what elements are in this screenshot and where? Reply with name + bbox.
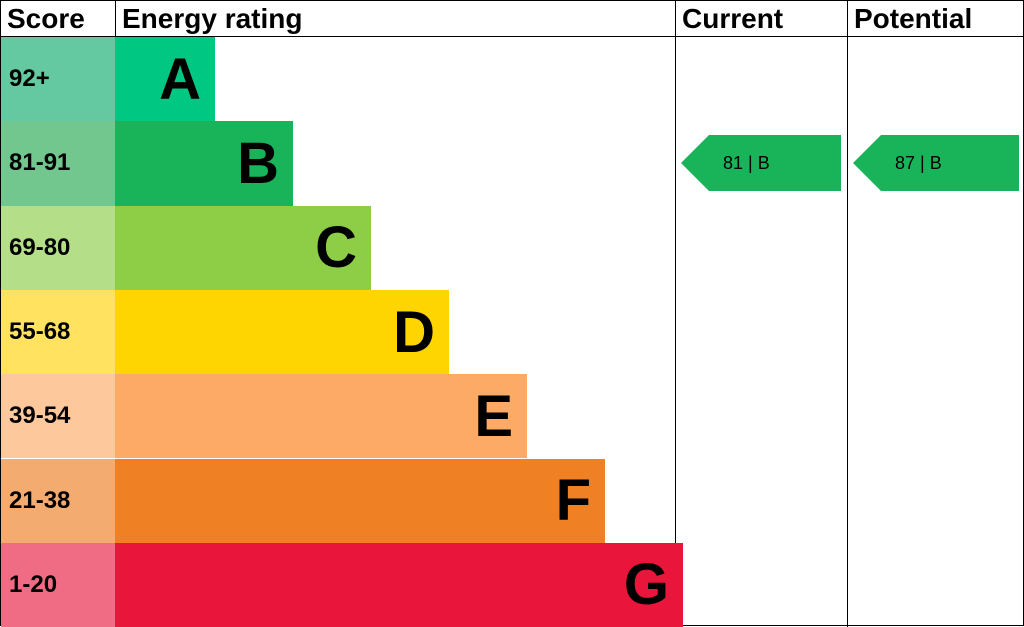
score-label: 92+: [1, 37, 115, 121]
rating-bar: C: [115, 206, 371, 290]
score-label: 81-91: [1, 121, 115, 205]
header-row: Score Energy rating Current Potential: [1, 1, 1023, 37]
rating-row-f: 21-38F: [1, 459, 1023, 543]
header-potential: Potential: [847, 1, 1023, 36]
chart-body: 92+A81-91B69-80C55-68D39-54E21-38F1-20G …: [1, 37, 1023, 627]
score-label: 1-20: [1, 543, 115, 627]
rating-bar: B: [115, 121, 293, 205]
header-rating: Energy rating: [115, 1, 675, 36]
energy-rating-chart: Score Energy rating Current Potential 92…: [0, 0, 1024, 626]
rating-row-g: 1-20G: [1, 543, 1023, 627]
score-label: 69-80: [1, 206, 115, 290]
rating-bar: A: [115, 37, 215, 121]
pointer-label: 87 | B: [853, 153, 942, 174]
rating-row-d: 55-68D: [1, 290, 1023, 374]
rating-row-e: 39-54E: [1, 374, 1023, 458]
pointer-label: 81 | B: [681, 153, 770, 174]
rating-bar: F: [115, 459, 605, 543]
score-label: 21-38: [1, 459, 115, 543]
header-current: Current: [675, 1, 847, 36]
rating-row-c: 69-80C: [1, 206, 1023, 290]
potential-pointer: 87 | B: [853, 135, 1019, 191]
current-pointer: 81 | B: [681, 135, 841, 191]
rating-bar: G: [115, 543, 683, 627]
rating-bar: D: [115, 290, 449, 374]
header-score: Score: [1, 1, 115, 36]
score-label: 55-68: [1, 290, 115, 374]
rating-bar: E: [115, 374, 527, 458]
score-label: 39-54: [1, 374, 115, 458]
rating-row-a: 92+A: [1, 37, 1023, 121]
